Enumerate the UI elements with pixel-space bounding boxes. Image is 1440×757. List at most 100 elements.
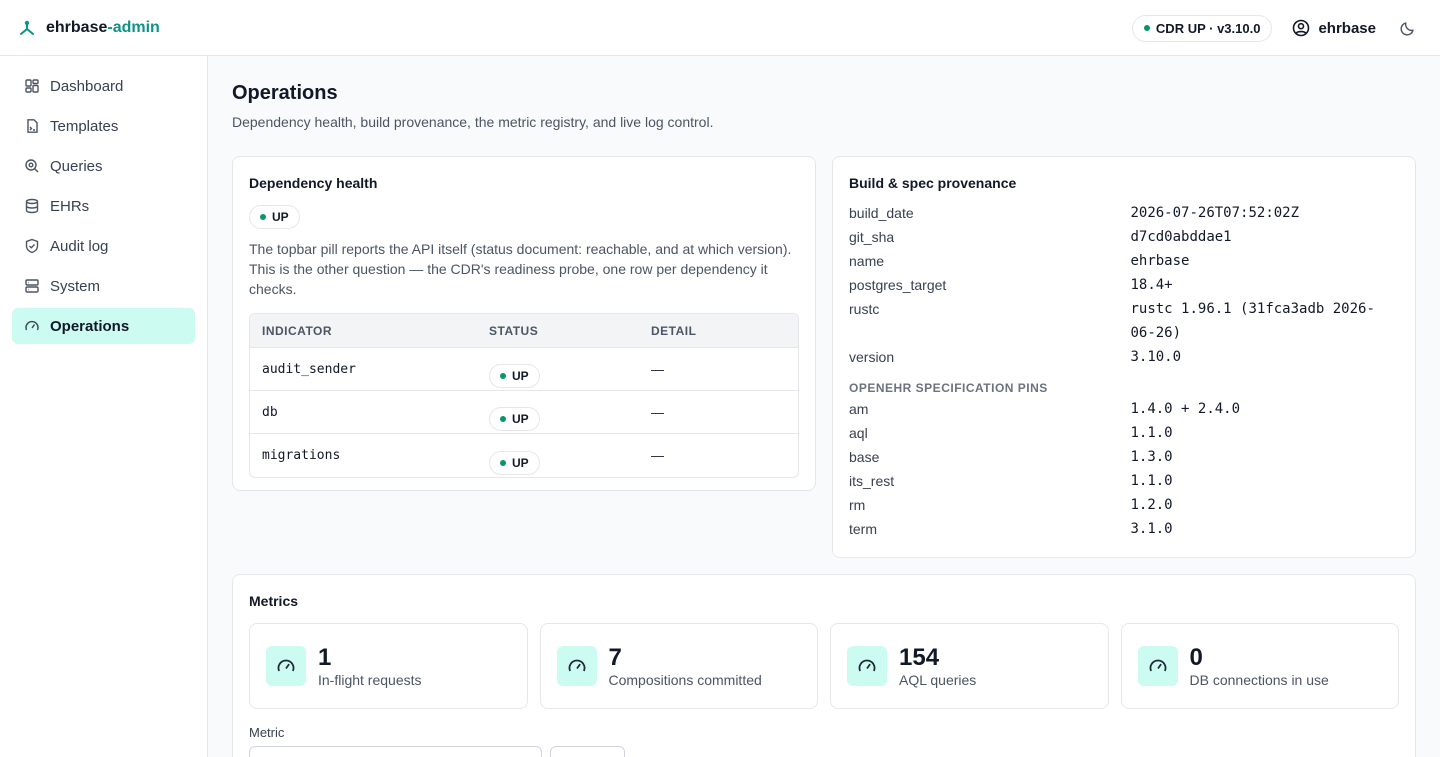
card-title: Build & spec provenance — [849, 175, 1017, 191]
metric-cards: 1 In-flight requests 7 Compositions commit… — [249, 623, 1399, 709]
table-row: migrations UP — — [250, 434, 798, 477]
dependency-health-card: Dependency health UP The topbar pill rep… — [232, 156, 816, 491]
indicator-name: migrations — [262, 448, 341, 463]
pin-key: am — [849, 401, 869, 417]
metric-action-button[interactable] — [550, 746, 625, 757]
build-provenance-card: Build & spec provenance build_date 2026-0… — [832, 156, 1416, 558]
provenance-row: rustc rustc 1.96.1 (31fca3adb 2026-06-26) — [849, 297, 1399, 345]
pin-key: rm — [849, 497, 866, 513]
metric-label: AQL queries — [899, 672, 977, 688]
status-badge: UP — [489, 450, 540, 475]
page-title: Operations — [232, 82, 338, 104]
app-brand[interactable]: ehrbase-admin — [0, 19, 160, 37]
sidebar-item-operations[interactable]: Operations — [12, 308, 195, 344]
page-subtitle: Dependency health, build provenance, the… — [232, 114, 714, 130]
detail-cell: — — [651, 404, 664, 420]
pin-value: 1.1.0 — [1130, 473, 1173, 489]
user-menu[interactable]: ehrbase — [1292, 19, 1376, 37]
pin-value: 1.4.0 + 2.4.0 — [1130, 401, 1241, 417]
status-dot — [1143, 25, 1150, 31]
gauge-icon — [847, 646, 887, 686]
field-key: version — [849, 349, 895, 365]
field-value: ehrbase — [1130, 253, 1190, 269]
status-badge-text: UP — [512, 455, 529, 470]
cdr-status-pill[interactable]: CDR UP · v3.10.0 — [1131, 14, 1273, 42]
pin-value: 3.1.0 — [1130, 521, 1173, 537]
table-row: audit_sender UP — — [250, 348, 798, 391]
status-dot — [260, 214, 266, 220]
sidebar-item-label: Operations — [50, 317, 130, 335]
user-circle-icon — [1293, 19, 1310, 37]
field-key: build_date — [849, 205, 914, 221]
database-icon — [25, 198, 39, 214]
field-key: name — [849, 253, 885, 269]
theme-toggle-button[interactable] — [1396, 16, 1420, 40]
spec-pin-row: term 3.1.0 — [849, 517, 1399, 541]
indicator-name: db — [262, 404, 278, 420]
field-key: postgres_target — [849, 277, 947, 293]
server-icon — [25, 279, 39, 293]
gauge-icon — [1137, 646, 1178, 686]
metric-card: 0 DB connections in use — [1120, 623, 1399, 709]
provenance-row: git_sha d7cd0abddae1 — [849, 225, 1399, 249]
sidebar-item-audit-log[interactable]: Audit log — [12, 228, 195, 264]
field-value: d7cd0abddae1 — [1130, 229, 1232, 245]
metric-value: 7 — [608, 644, 622, 671]
dependency-description: The topbar pill reports the API itself (… — [249, 241, 792, 297]
sidebar-item-label: Templates — [50, 117, 119, 135]
field-key: rustc — [849, 301, 880, 317]
metric-label: DB connections in use — [1189, 672, 1329, 688]
pin-value: 1.2.0 — [1130, 497, 1173, 513]
metric-controls — [249, 746, 1399, 757]
spec-pin-row: its_rest 1.1.0 — [849, 469, 1399, 493]
table-header: INDICATOR STATUS DETAIL — [250, 314, 798, 348]
table-row: db UP — — [250, 391, 798, 434]
status-dot — [500, 373, 506, 379]
sidebar-item-label: EHRs — [50, 197, 90, 215]
metric-value: 154 — [899, 644, 940, 671]
detail-cell: — — [651, 361, 664, 377]
sidebar-item-ehrs[interactable]: EHRs — [12, 188, 195, 224]
card-title: Dependency health — [249, 175, 378, 191]
brand-name: ehrbase — [46, 18, 108, 36]
user-name: ehrbase — [1318, 19, 1376, 37]
pin-value: 1.3.0 — [1130, 449, 1173, 465]
detail-cell: — — [651, 448, 664, 463]
sidebar-item-system[interactable]: System — [12, 268, 195, 304]
metric-card: 154 AQL queries — [830, 623, 1109, 709]
dashboard-icon — [25, 79, 39, 93]
column-header-detail: DETAIL — [651, 323, 697, 338]
metric-value: 0 — [1189, 644, 1203, 671]
brand-suffix: -admin — [107, 18, 160, 36]
card-title: Metrics — [249, 593, 299, 609]
sidebar-item-queries[interactable]: Queries — [12, 148, 195, 184]
dependency-table: INDICATOR STATUS DETAIL audit_sender UP … — [249, 313, 799, 478]
status-badge: UP — [249, 205, 300, 229]
sidebar: Dashboard Templates Queries EHRs Audit l… — [0, 56, 208, 757]
metric-card: 1 In-flight requests — [249, 623, 528, 709]
metric-label: Compositions committed — [608, 672, 762, 688]
main-content: Operations Dependency health, build prov… — [208, 56, 1440, 757]
sidebar-item-templates[interactable]: Templates — [12, 108, 195, 144]
metric-select-label: Metric — [249, 725, 285, 740]
sidebar-item-dashboard[interactable]: Dashboard — [12, 68, 195, 104]
spec-pin-row: rm 1.2.0 — [849, 493, 1399, 517]
gauge-icon — [25, 320, 39, 331]
metric-select[interactable] — [249, 746, 542, 757]
moon-icon — [1400, 22, 1414, 36]
field-value: 18.4+ — [1130, 277, 1173, 293]
provenance-row: name ehrbase — [849, 249, 1399, 273]
status-badge-text: UP — [272, 210, 289, 224]
spec-pin-row: aql 1.1.0 — [849, 421, 1399, 445]
column-header-status: STATUS — [489, 323, 539, 338]
field-value: 2026-07-26T07:52:02Z — [1130, 205, 1300, 221]
field-value: rustc 1.96.1 (31fca3adb 2026-06-26) — [1130, 301, 1375, 341]
metric-value: 1 — [318, 644, 332, 671]
status-badge: UP — [489, 407, 540, 431]
metric-label: In-flight requests — [318, 672, 422, 688]
provenance-row: postgres_target 18.4+ — [849, 273, 1399, 297]
pin-value: 1.1.0 — [1130, 425, 1173, 441]
pin-key: aql — [849, 425, 868, 441]
status-badge: UP — [489, 364, 540, 388]
column-header-indicator: INDICATOR — [262, 323, 333, 338]
